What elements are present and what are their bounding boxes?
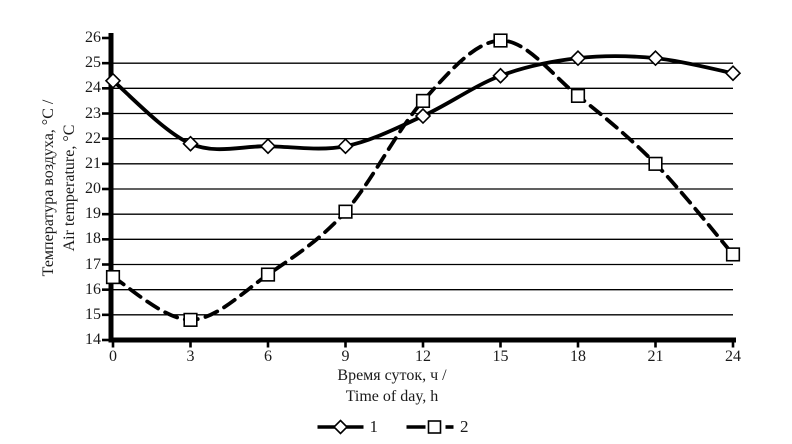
series-2-marker — [105, 269, 121, 285]
series2-line-marker-icon — [406, 420, 453, 434]
x-tick-label: 6 — [264, 348, 272, 365]
x-tick-label: 24 — [725, 348, 741, 365]
y-tick-label: 18 — [85, 230, 101, 248]
y-tick-label: 25 — [85, 54, 101, 72]
x-tick-label: 18 — [570, 348, 586, 365]
series-2-marker — [338, 204, 353, 219]
series-2-line — [111, 38, 735, 322]
y-tick-label: 16 — [85, 280, 101, 298]
series-1-marker — [724, 65, 742, 82]
series-2-marker — [183, 312, 198, 327]
x-tick-label: 9 — [341, 348, 350, 365]
series-2-marker — [570, 88, 586, 103]
series-1-marker — [414, 107, 432, 125]
series-1-marker — [104, 72, 122, 89]
legend: 1 2 — [316, 417, 469, 437]
x-axis-title: Время суток, ч / Time of day, h — [337, 365, 446, 407]
series-2-marker — [260, 267, 276, 282]
x-axis-title-line2: Time of day, h — [345, 388, 439, 405]
y-tick-label: 17 — [85, 255, 101, 273]
series-2-marker — [415, 93, 431, 109]
series-1-marker — [569, 50, 587, 67]
y-tick-label: 22 — [85, 129, 101, 147]
series1-line-marker-icon — [317, 419, 364, 435]
y-tick-label: 19 — [85, 205, 101, 223]
y-tick-label: 14 — [85, 331, 101, 348]
series-2-marker — [725, 247, 741, 262]
y-tick-label: 15 — [85, 305, 101, 323]
legend-item-series2: 2 — [404, 417, 469, 437]
series-1-marker — [647, 50, 664, 67]
x-tick-label: 21 — [647, 348, 664, 365]
series-1-marker — [492, 67, 509, 84]
x-tick-label: 12 — [415, 348, 431, 365]
x-axis-title-line1: Время суток, ч / — [337, 367, 447, 384]
x-tick-label: 0 — [109, 348, 117, 365]
legend-item-series1: 1 — [316, 417, 379, 437]
y-tick-label: 23 — [85, 104, 101, 122]
x-tick-label: 3 — [186, 348, 195, 365]
series-1-marker — [182, 135, 199, 152]
y-tick-label: 21 — [85, 154, 101, 172]
series-2-marker — [648, 156, 663, 171]
series-2-marker — [493, 33, 508, 48]
series-1-marker — [337, 138, 354, 155]
x-tick-label: 15 — [492, 348, 509, 365]
y-tick-label: 26 — [85, 29, 101, 46]
series-1-marker — [259, 138, 277, 155]
legend-label-series2: 2 — [460, 417, 469, 436]
y-tick-label: 20 — [85, 180, 101, 197]
y-tick-label: 24 — [85, 79, 101, 97]
legend-label-series1: 1 — [369, 417, 379, 436]
